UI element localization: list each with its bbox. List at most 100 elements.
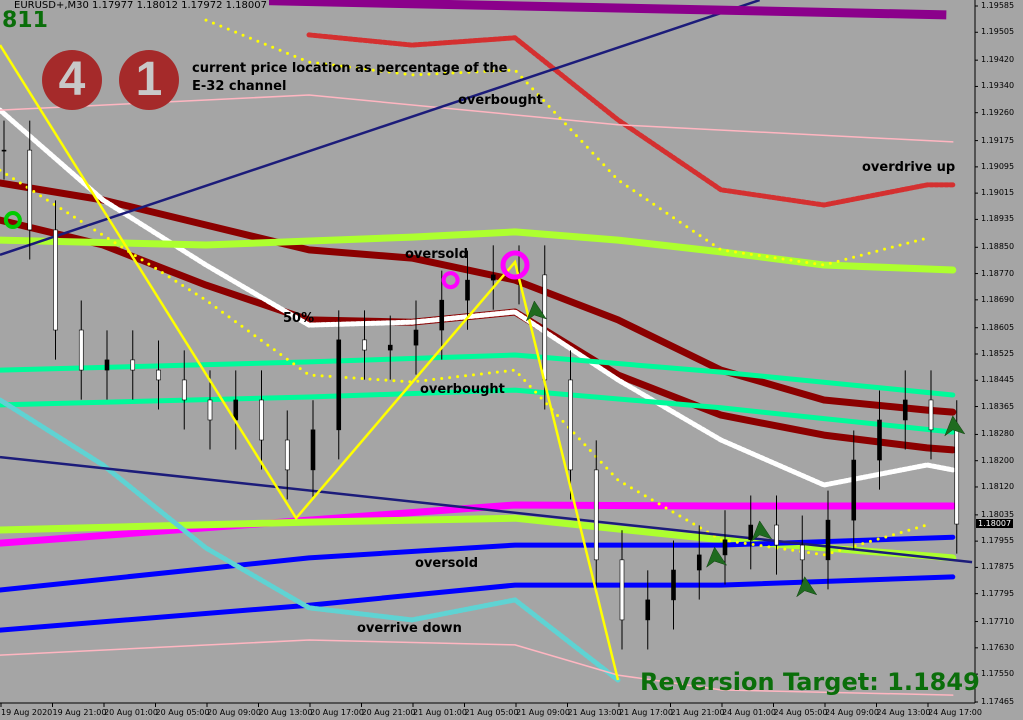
candle-body — [568, 379, 573, 471]
price-tick-label: 1.17630 — [981, 642, 1015, 652]
price-tick-label: 1.19505 — [981, 27, 1015, 37]
trendline-2 — [238, 0, 947, 20]
time-tick-label: 21 Aug 21:00 — [670, 708, 725, 717]
label-oversold-top: oversold — [405, 247, 469, 262]
price-tick-label: 1.19420 — [981, 55, 1015, 65]
time-tick-label: 21 Aug 01:00 — [413, 708, 467, 717]
time-tick-label: 20 Aug 13:00 — [258, 708, 313, 717]
candle-body — [387, 344, 393, 351]
candle-body — [233, 399, 239, 421]
indicator-line-11 — [306, 32, 956, 208]
percentage-digit-1: 4 — [42, 50, 102, 110]
label-overbought-mid: overbought — [420, 382, 505, 397]
price-tick-label: 1.18525 — [981, 349, 1015, 358]
trendline-0 — [0, 0, 761, 257]
time-tick-label: 19 Aug 2020 — [1, 708, 53, 717]
candle-body — [825, 519, 831, 561]
candle-body — [645, 599, 651, 621]
price-tick-label: 1.18035 — [981, 509, 1015, 519]
candle-body — [207, 399, 213, 421]
indicator-line-7 — [0, 514, 957, 562]
signal-circle-marker — [500, 250, 530, 280]
candle-body — [619, 559, 625, 621]
candle-body — [439, 299, 445, 331]
label-overdrive-up: overdrive up — [862, 160, 956, 175]
price-tick-label: 1.17875 — [981, 562, 1015, 572]
time-tick-label: 24 Aug 05:00 — [773, 708, 828, 717]
time-tick-label: 20 Aug 21:00 — [361, 708, 416, 717]
current-price-label: 1.18007 — [976, 519, 1014, 528]
label-oversold-bottom: oversold — [415, 556, 479, 571]
label-overbought-top: overbought — [458, 93, 543, 108]
price-tick-label: 1.18770 — [981, 268, 1015, 278]
price-tick-label: 1.18200 — [981, 455, 1015, 465]
candle-body — [671, 569, 676, 601]
price-tick-label: 1.19260 — [981, 107, 1015, 117]
price-tick-label: 1.18445 — [981, 375, 1015, 385]
indicator-line-2 — [0, 107, 956, 488]
signal-circle-marker — [3, 211, 22, 230]
time-tick-label: 24 Aug 09:00 — [825, 708, 879, 717]
candle-body — [284, 439, 290, 471]
indicator-line-5 — [0, 387, 956, 435]
price-tick-label: 1.19175 — [981, 135, 1015, 145]
price-tick-label: 1.18850 — [981, 242, 1015, 252]
price-tick-label: 1.18365 — [981, 401, 1015, 411]
price-tick-label: 1.19015 — [981, 188, 1015, 198]
candle-body — [130, 359, 136, 371]
time-tick-label: 21 Aug 09:00 — [516, 708, 570, 717]
price-tick-label: 1.17795 — [981, 588, 1015, 598]
arrow-up-icon — [525, 300, 547, 322]
indicator-line-4 — [0, 352, 956, 398]
arrow-up-icon — [944, 415, 966, 437]
candle-body — [593, 469, 599, 561]
price-tick-label: 1.17955 — [981, 536, 1015, 546]
arrow-up-icon — [705, 546, 728, 568]
time-tick-label: 21 Aug 13:00 — [567, 708, 622, 717]
time-tick-label: 20 Aug 09:00 — [207, 708, 261, 717]
price-tick-label: 1.17465 — [981, 697, 1015, 706]
candle-body — [156, 369, 161, 381]
signal-circle-marker — [441, 271, 460, 290]
indicator-line-0 — [0, 179, 957, 416]
candle-body — [53, 229, 58, 331]
price-tick-label: 1.17550 — [981, 669, 1015, 679]
candle-body — [490, 274, 496, 281]
time-tick-label: 21 Aug 17:00 — [619, 708, 673, 717]
trendline-1 — [0, 455, 973, 564]
candle-body — [928, 399, 934, 431]
candle-body — [78, 329, 84, 371]
time-tick-label: 20 Aug 01:00 — [104, 708, 158, 717]
candle-body — [310, 429, 316, 471]
price-tick-label: 1.18280 — [981, 429, 1015, 439]
time-tick-label: 20 Aug 05:00 — [155, 708, 210, 717]
time-tick-label: 19 Aug 21:00 — [52, 708, 107, 717]
candle-body — [774, 524, 779, 546]
candle-body — [851, 459, 857, 521]
info-text-line-1: current price location as percentage of … — [192, 61, 508, 76]
candle-body — [181, 379, 187, 401]
candle-body — [748, 524, 754, 541]
candle-body — [799, 544, 805, 561]
candle-body — [902, 399, 908, 421]
label-fifty-percent: 50% — [283, 311, 315, 326]
price-tick-label: 1.18605 — [981, 322, 1015, 332]
candle-body — [362, 339, 367, 351]
arrow-up-icon — [796, 576, 818, 598]
price-tick-label: 1.18690 — [981, 294, 1015, 304]
percentage-digit-2: 1 — [119, 50, 179, 110]
zigzag-line — [0, 44, 620, 681]
time-tick-label: 24 Aug 17:00 — [928, 708, 982, 717]
indicator-line-9 — [0, 574, 956, 633]
candle-body — [954, 429, 960, 525]
time-tick-label: 24 Aug 13:00 — [876, 708, 931, 717]
price-tick-label: 1.18935 — [981, 214, 1015, 224]
candle-body — [542, 274, 548, 381]
indicator-line-14 — [204, 18, 929, 267]
time-tick-label: 24 Aug 01:00 — [722, 708, 776, 717]
reversion-target: Reversion Target: 1.1849 — [640, 668, 980, 696]
candle-body — [1, 149, 7, 152]
price-tick-label: 1.17710 — [981, 616, 1015, 626]
price-tick-label: 1.19340 — [981, 81, 1015, 91]
